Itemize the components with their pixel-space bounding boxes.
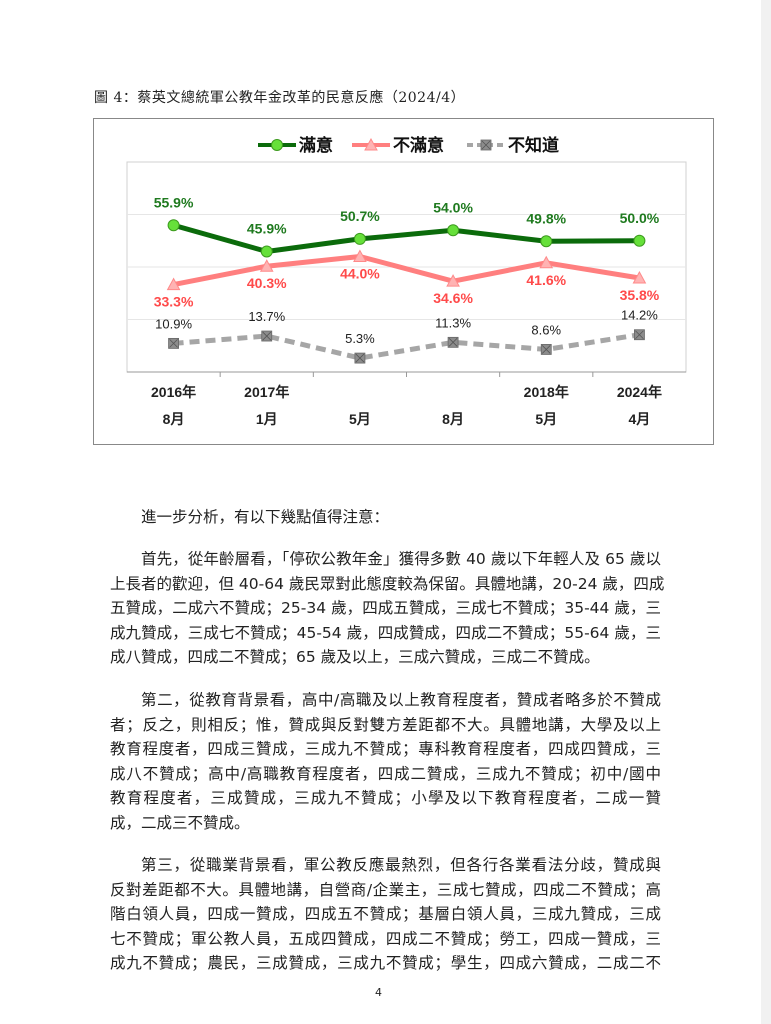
text-line: 首先，從年齡層看，「停砍公教年金」獲得多數 40 歲以下年輕人及 65 歲以 [141,550,661,568]
data-point [446,223,459,236]
paragraph-age: 首先，從年齡層看，「停砍公教年金」獲得多數 40 歲以下年輕人及 65 歲以 上… [110,547,665,670]
data-point [353,232,366,245]
series-1: 55.9% 45.9% 50.7% 54.0% 49.8% 50.0% [153,194,659,258]
data-point-cross [541,344,551,354]
x-tick-label-month: 5月 [349,411,371,427]
paragraph-occupation: 第三，從職業背景看，軍公教反應最熱烈，但各行各業看法分歧，贊成與 反對差距都不大… [110,853,661,976]
data-point [632,270,646,284]
x-tick-label-month: 5月 [535,411,557,427]
x-tick-label-year: 2017年 [244,384,289,400]
text-line: 教育程度者，三成贊成，三成九不贊成；小學及以下教育程度者，二成一贊 [110,789,661,808]
data-point [632,234,645,247]
legend-label: 不滿意 [393,135,444,155]
chart-frame: 2016年 8月 2017年 1月 5月 8月 2018年 5月 2024年 4月 55.9% 45.… [93,118,714,445]
text-line: 第三，從職業背景看，軍公教反應最熱烈，但各行各業看法分歧，贊成與 [141,856,661,874]
text-line: 進一步分析，有以下幾點值得注意： [141,508,390,526]
series-3: 10.9% 13.7% 5.3% 11.3% 8.6% 14.2% [155,307,658,363]
page-number: 4 [375,986,382,999]
data-label: 8.6% [531,322,561,337]
text-line: 階白領人員，四成一贊成，四成五不贊成；基層白領人員，三成九贊成，三成 [110,905,661,924]
series-2: 33.3% 40.3% 44.0% 34.6% 41.6% 35.8% [153,248,659,309]
x-tick-label-year: 2024年 [616,384,661,400]
data-label: 14.2% [620,307,657,322]
legend-label: 滿意 [299,135,333,155]
data-label: 10.9% [155,316,192,331]
text-line: 成八不贊成；高中/高職教育程度者，四成二贊成，三成九不贊成；初中/國中 [110,764,661,783]
paragraph-education: 第二，從教育背景看，高中/高職及以上教育程度者，贊成者略多於不贊成 者；反之，則… [110,688,661,836]
data-label: 41.6% [526,271,566,287]
data-label: 35.8% [619,287,659,303]
series-line [172,331,640,361]
text-line: 成九贊成，三成七不贊成；45-54 歲，四成贊成，四成二不贊成；55-64 歲，… [110,623,661,642]
data-label: 44.0% [340,265,380,281]
legend-marker-cross [481,140,490,149]
data-label: 34.6% [433,290,473,306]
data-point-cross [261,331,271,340]
data-label: 49.8% [526,210,566,226]
data-label: 11.3% [435,315,471,330]
text-line: 上長者的歡迎，但 40-64 歲民眾對此態度較為保留。具體地講，20-24 歲，… [110,574,665,593]
text-line: 教育程度者，四成三贊成，三成九不贊成；專科教育程度者，四成四贊成，三 [110,740,661,759]
data-point [445,273,460,287]
data-label: 13.7% [248,309,285,324]
data-point [259,258,274,272]
data-label: 50.0% [619,209,659,225]
series-line [172,222,639,254]
text-line: 者；反之，則相反；惟，贊成與反對雙方差距都不大。具體地講，大學及以上 [110,715,661,734]
data-point [352,248,367,262]
data-point-cross [634,329,644,339]
data-label: 50.7% [340,207,380,223]
series-line [172,253,640,287]
data-label: 45.9% [246,220,286,236]
data-label: 33.3% [153,293,193,309]
data-label: 54.0% [433,199,473,215]
legend-label: 不知道 [508,135,559,155]
data-label: 40.3% [246,275,286,291]
data-point [260,245,273,258]
data-point [538,255,553,268]
data-label: 55.9% [153,194,193,210]
text-line: 反對差距都不大。具體地講，自營商/企業主，三成七贊成，四成二不贊成；高 [110,880,661,899]
text-line: 成，二成三不贊成。 [110,813,250,832]
text-line: 七不贊成；軍公教人員，五成四贊成，四成二不贊成；勞工，四成一贊成，三 [110,929,661,948]
data-point-cross [355,353,364,362]
data-point [539,234,552,247]
text-line: 五贊成，二成六不贊成；25-34 歲，四成五贊成，三成七不贊成；35-44 歲，… [110,599,661,618]
line-chart: 2016年 8月 2017年 1月 5月 8月 2018年 5月 2024年 4月 55.9% 45.… [126,135,686,427]
data-point [166,277,180,290]
scrollbar[interactable] [761,0,771,1024]
legend-marker [363,137,378,150]
x-tick-label-month: 4月 [628,411,650,427]
data-point [167,218,180,231]
x-tick-label-month: 1月 [255,411,277,427]
legend-marker [270,138,283,151]
legend: 滿意 不滿意 不知道 [257,135,559,155]
text-line: 成九不贊成；農民，三成贊成，三成九不贊成；學生，四成六贊成，二成二不 [110,954,661,973]
paragraph-intro: 進一步分析，有以下幾點值得注意： [110,505,661,530]
data-point-cross [448,337,457,347]
text-line: 第二，從教育背景看，高中/高職及以上教育程度者，贊成者略多於不贊成 [141,691,661,709]
data-label: 5.3% [345,331,375,346]
x-tick-label-month: 8月 [442,411,464,427]
x-tick-label-year: 2018年 [523,384,568,400]
data-point-cross [168,338,178,348]
x-tick-label-year: 2016年 [151,384,196,400]
figure-title: 圖 4：蔡英文總統軍公教年金改革的民意反應（2024/4） [94,90,466,106]
x-tick-label-month: 8月 [162,411,184,427]
text-line: 成八贊成，四成二不贊成；65 歲及以上，三成六贊成，三成二不贊成。 [110,648,600,667]
